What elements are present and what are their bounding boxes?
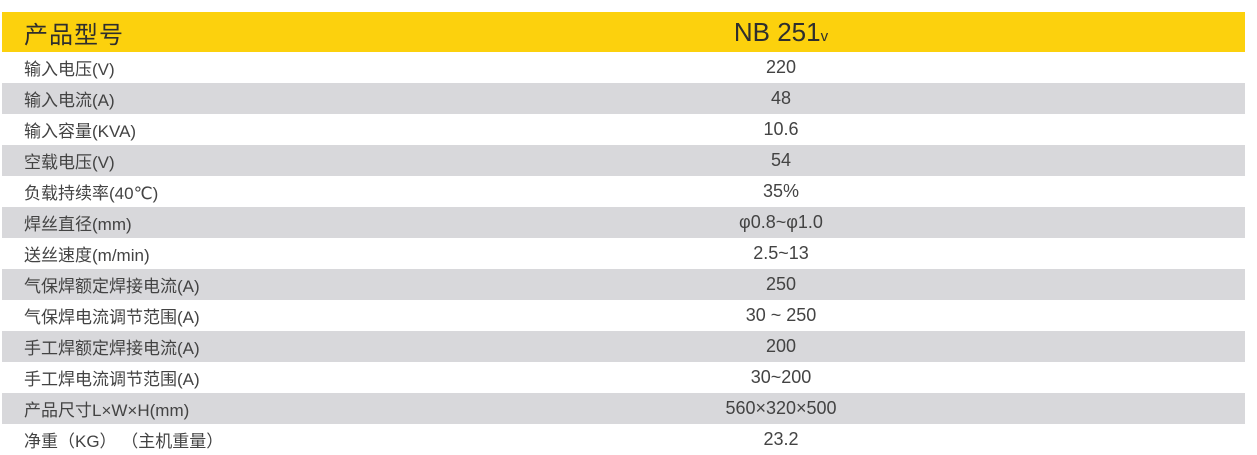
spec-label: 负载持续率(40℃) bbox=[24, 184, 159, 203]
spec-value: 2.5~13 bbox=[753, 243, 809, 263]
model-name: NB 251 bbox=[733, 16, 821, 47]
spec-label: 送丝速度(m/min) bbox=[24, 246, 150, 265]
spec-label: 手工焊额定焊接电流(A) bbox=[24, 339, 200, 358]
spec-label: 气保焊额定焊接电流(A) bbox=[24, 277, 200, 296]
spec-label: 输入电流(A) bbox=[24, 91, 115, 110]
spec-label: 气保焊电流调节范围(A) bbox=[24, 308, 200, 327]
spec-label: 焊丝直径(mm) bbox=[24, 215, 132, 234]
table-row: 负载持续率(40℃) 35% bbox=[2, 176, 1245, 207]
spec-value: 23.2 bbox=[763, 429, 799, 449]
table-row: 净重（KG） （主机重量） 23.2 bbox=[2, 424, 1245, 455]
spec-value: 54 bbox=[770, 150, 792, 170]
table-row: 输入电压(V) 220 bbox=[2, 52, 1245, 83]
spec-value: 10.6 bbox=[763, 119, 799, 139]
spec-value: 30~200 bbox=[750, 367, 812, 387]
table-row: 空载电压(V) 54 bbox=[2, 145, 1245, 176]
spec-value: 30 ~ 250 bbox=[745, 305, 817, 325]
spec-rows: 输入电压(V) 220 输入电流(A) 48 输入容量(KVA) 10.6 空载… bbox=[2, 52, 1245, 455]
table-row: 手工焊电流调节范围(A) 30~200 bbox=[2, 362, 1245, 393]
spec-value: 250 bbox=[765, 274, 797, 294]
table-row: 输入容量(KVA) 10.6 bbox=[2, 114, 1245, 145]
table-row: 送丝速度(m/min) 2.5~13 bbox=[2, 238, 1245, 269]
table-row: 输入电流(A) 48 bbox=[2, 83, 1245, 114]
table-row: 手工焊额定焊接电流(A) 200 bbox=[2, 331, 1245, 362]
spec-label: 输入容量(KVA) bbox=[24, 122, 137, 141]
spec-label: 手工焊电流调节范围(A) bbox=[24, 370, 200, 389]
spec-label: 输入电压(V) bbox=[24, 60, 115, 79]
header-model-value: NB 251v bbox=[317, 17, 1245, 48]
table-row: 产品尺寸L×W×H(mm) 560×320×500 bbox=[2, 393, 1245, 424]
table-row: 焊丝直径(mm) φ0.8~φ1.0 bbox=[2, 207, 1245, 238]
spec-table-header: 产品型号 NB 251v bbox=[2, 12, 1245, 52]
header-label: 产品型号 bbox=[24, 21, 124, 49]
spec-value: 35% bbox=[762, 181, 800, 201]
spec-label: 产品尺寸L×W×H(mm) bbox=[24, 401, 190, 420]
spec-value: 200 bbox=[765, 336, 797, 356]
spec-value: φ0.8~φ1.0 bbox=[739, 212, 823, 232]
table-row: 气保焊电流调节范围(A) 30 ~ 250 bbox=[2, 300, 1245, 331]
spec-value: 48 bbox=[770, 88, 792, 108]
spec-value: 220 bbox=[765, 57, 797, 77]
table-row: 气保焊额定焊接电流(A) 250 bbox=[2, 269, 1245, 300]
model-suffix: v bbox=[820, 27, 829, 45]
spec-value: 560×320×500 bbox=[725, 398, 837, 418]
spec-table: 产品型号 NB 251v 输入电压(V) 220 输入电流(A) 48 输入容量… bbox=[2, 12, 1245, 455]
spec-label: 空载电压(V) bbox=[24, 153, 115, 172]
spec-label: 净重（KG） （主机重量） bbox=[24, 432, 224, 451]
